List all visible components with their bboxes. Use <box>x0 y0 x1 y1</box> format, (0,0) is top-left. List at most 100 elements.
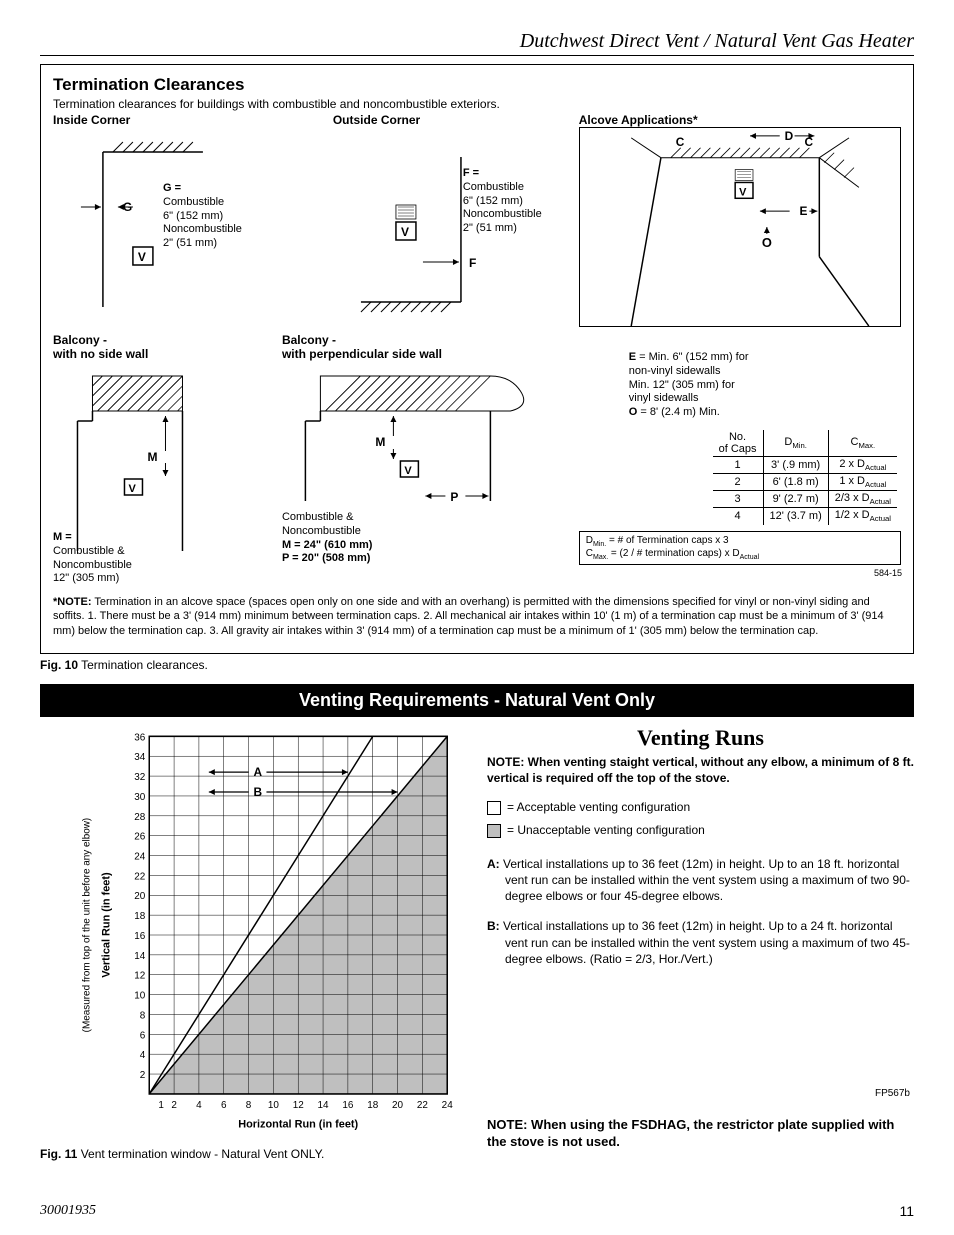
svg-text:O: O <box>762 235 772 250</box>
svg-text:4: 4 <box>140 1050 146 1061</box>
caps-formula-box: DMin. = # of Termination caps x 3 CMax. … <box>579 531 901 565</box>
svg-text:18: 18 <box>134 911 146 922</box>
perp-l1: Combustible & <box>282 511 354 523</box>
svg-text:E: E <box>799 204 807 218</box>
svg-text:24: 24 <box>442 1100 454 1111</box>
svg-text:V: V <box>739 186 747 198</box>
fig10-caption: Fig. 10 Termination clearances. <box>40 658 914 672</box>
svg-text:6: 6 <box>221 1100 227 1111</box>
svg-text:10: 10 <box>134 991 146 1002</box>
svg-text:A: A <box>254 765 263 779</box>
svg-text:26: 26 <box>134 832 146 843</box>
ref-584: 584-15 <box>874 568 902 578</box>
venting-a-text: A: Vertical installations up to 36 feet … <box>487 856 914 905</box>
outside-corner-head: Outside Corner <box>333 113 579 127</box>
f-noncomb: Noncombustible <box>463 208 542 220</box>
balcony-perp-head1: Balcony - <box>282 333 579 347</box>
venting-chart: A B 2468 10121416 18202224 26283032 3436… <box>40 725 477 1145</box>
footer-docnum: 30001935 <box>40 1203 96 1219</box>
f-noncomb-val: 2" (51 mm) <box>463 222 517 234</box>
svg-text:14: 14 <box>134 951 146 962</box>
alcove-head: Alcove Applications* <box>579 113 901 127</box>
term-subtitle: Termination clearances for buildings wit… <box>53 97 901 111</box>
g-label: G = <box>163 182 181 194</box>
svg-text:22: 22 <box>134 871 146 882</box>
o-text: O = 8' (2.4 m) Min. <box>629 406 720 418</box>
svg-text:V: V <box>128 483 136 495</box>
svg-text:6: 6 <box>140 1030 146 1041</box>
venting-runs-note: NOTE: When venting staight vertical, wit… <box>487 755 914 786</box>
g-noncomb: Noncombustible <box>163 223 242 235</box>
svg-text:V: V <box>401 225 409 239</box>
balcony-no-head2: with no side wall <box>53 347 282 361</box>
e-text1: E = Min. 6" (152 mm) for <box>629 351 749 363</box>
svg-text:8: 8 <box>140 1010 146 1021</box>
m-label: M = <box>53 531 72 543</box>
svg-text:22: 22 <box>417 1100 429 1111</box>
svg-text:2: 2 <box>140 1070 146 1081</box>
svg-text:18: 18 <box>367 1100 379 1111</box>
f-comb-val: 6" (152 mm) <box>463 195 523 207</box>
svg-text:32: 32 <box>134 772 146 783</box>
caps-table: No.of CapsDMin.CMax. 13' (.9 mm)2 x DAct… <box>713 430 897 525</box>
svg-text:16: 16 <box>134 931 146 942</box>
svg-text:M: M <box>147 450 157 464</box>
venting-requirements-bar: Venting Requirements - Natural Vent Only <box>40 684 914 717</box>
svg-text:12: 12 <box>134 971 146 982</box>
perp-m: M = 24" (610 mm) <box>282 539 373 551</box>
svg-text:28: 28 <box>134 812 146 823</box>
m-l3: 12" (305 mm) <box>53 572 119 584</box>
svg-text:V: V <box>404 465 412 477</box>
legend-acceptable: = Acceptable venting configuration <box>487 800 914 815</box>
svg-text:4: 4 <box>196 1100 202 1111</box>
fig10-note: *NOTE: Termination in an alcove space (s… <box>53 595 901 638</box>
svg-text:1: 1 <box>158 1100 164 1111</box>
svg-text:30: 30 <box>134 792 146 803</box>
ref-fp567b: FP567b <box>875 1088 910 1099</box>
fsdhag-note: NOTE: When using the FSDHAG, the restric… <box>487 1117 914 1151</box>
g-noncomb-val: 2" (51 mm) <box>163 237 217 249</box>
svg-text:2: 2 <box>171 1100 177 1111</box>
svg-text:34: 34 <box>134 752 146 763</box>
svg-text:20: 20 <box>392 1100 404 1111</box>
venting-b-text: B: Vertical installations up to 36 feet … <box>487 918 914 967</box>
svg-text:Horizontal Run (in feet): Horizontal Run (in feet) <box>238 1119 358 1131</box>
svg-text:V: V <box>138 250 146 264</box>
svg-text:F: F <box>469 256 476 270</box>
svg-text:Vertical Run (in feet): Vertical Run (in feet) <box>101 872 113 978</box>
svg-text:16: 16 <box>342 1100 354 1111</box>
svg-text:P: P <box>450 490 458 504</box>
balcony-perp-head2: with perpendicular side wall <box>282 347 579 361</box>
footer-pagenum: 11 <box>899 1203 914 1219</box>
svg-text:B: B <box>254 785 263 799</box>
term-title: Termination Clearances <box>53 75 901 95</box>
venting-runs-title: Venting Runs <box>487 725 914 751</box>
e-text4: vinyl sidewalls <box>629 392 699 404</box>
legend-unacceptable: = Unacceptable venting configuration <box>487 823 914 838</box>
inside-corner-head: Inside Corner <box>53 113 333 127</box>
svg-text:D: D <box>784 129 793 143</box>
m-l1: Combustible & <box>53 545 125 557</box>
perp-l2: Noncombustible <box>282 525 361 537</box>
svg-text:24: 24 <box>134 852 146 863</box>
f-label: F = <box>463 167 479 179</box>
m-l2: Noncombustible <box>53 559 132 571</box>
e-text3: Min. 12" (305 mm) for <box>629 379 735 391</box>
svg-text:8: 8 <box>246 1100 252 1111</box>
page-header-title: Dutchwest Direct Vent / Natural Vent Gas… <box>40 30 914 55</box>
balcony-no-head1: Balcony - <box>53 333 282 347</box>
e-text2: non-vinyl sidewalls <box>629 365 721 377</box>
g-comb-val: 6" (152 mm) <box>163 210 223 222</box>
g-comb: Combustible <box>163 196 224 208</box>
svg-text:10: 10 <box>268 1100 280 1111</box>
termination-clearances-box: Termination Clearances Termination clear… <box>40 64 914 654</box>
svg-text:C: C <box>676 135 685 149</box>
svg-text:20: 20 <box>134 891 146 902</box>
svg-text:(Measured from top of the unit: (Measured from top of the unit before an… <box>82 818 93 1033</box>
perp-p: P = 20" (508 mm) <box>282 552 370 564</box>
svg-text:36: 36 <box>134 732 146 743</box>
alcove-diagram: C C D V E O <box>580 128 900 326</box>
f-comb: Combustible <box>463 181 524 193</box>
svg-text:M: M <box>375 435 385 449</box>
svg-text:14: 14 <box>318 1100 330 1111</box>
